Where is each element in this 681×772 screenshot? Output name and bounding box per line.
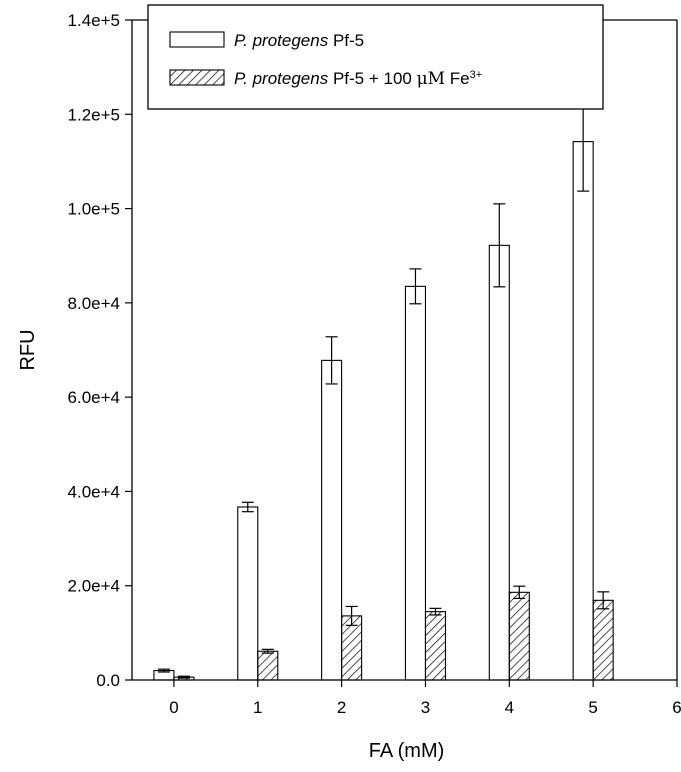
error-bars-layer	[157, 91, 610, 679]
error-bar-series2-fa-1	[261, 648, 274, 654]
legend-label: P. protegens Pf-5 + 100 μM Fe3+	[234, 69, 482, 89]
bar-series2-fa-5	[592, 599, 614, 681]
error-bar-series1-fa-0	[157, 668, 170, 673]
bar-series2-fa-3	[424, 611, 447, 681]
y-tick-label: 0.0	[96, 671, 120, 690]
y-tick-label: 1.4e+5	[68, 11, 120, 30]
y-tick-label: 6.0e+4	[68, 388, 120, 407]
bar-series1-fa-5	[572, 141, 594, 681]
y-tick-label: 2.0e+4	[68, 577, 120, 596]
legend-label: P. protegens Pf-5	[234, 31, 364, 50]
x-tick-label: 4	[505, 698, 514, 717]
axes-layer	[125, 19, 678, 687]
x-tick-label: 5	[588, 698, 597, 717]
x-tick-label: 3	[421, 698, 430, 717]
legend-item-series1: P. protegens Pf-5	[169, 31, 364, 50]
bar-series2-fa-4	[508, 591, 530, 681]
y-axis-title: RFU	[17, 329, 39, 370]
error-bar-series1-fa-4	[493, 203, 506, 288]
legend-item-series2: P. protegens Pf-5 + 100 μM Fe3+	[169, 69, 482, 89]
x-tick-label: 6	[672, 698, 681, 717]
bar-series1-fa-3	[404, 285, 427, 681]
x-tick-label: 2	[337, 698, 346, 717]
legend: P. protegens Pf-5 P. protegens Pf-5 + 100…	[147, 4, 604, 110]
y-tick-label: 4.0e+4	[68, 482, 120, 501]
error-bar-series1-fa-2	[325, 336, 338, 385]
y-tick-label: 1.0e+5	[68, 200, 120, 219]
legend-swatch	[169, 69, 225, 86]
error-bar-series2-fa-4	[513, 585, 526, 600]
x-tick-label: 1	[253, 698, 262, 717]
x-axis-title: FA (mM)	[369, 740, 445, 762]
error-bar-series2-fa-5	[597, 591, 610, 610]
legend-swatch	[169, 31, 225, 48]
legend-box	[147, 4, 604, 110]
bar-series1-fa-1	[237, 506, 259, 681]
error-bar-series1-fa-3	[409, 268, 422, 305]
y-tick-label: 1.2e+5	[68, 105, 120, 124]
error-bar-series2-fa-0	[177, 675, 190, 679]
bar-series2-fa-1	[257, 650, 279, 681]
error-bar-series2-fa-3	[429, 607, 442, 616]
bars-layer	[153, 141, 614, 681]
bar-series1-fa-2	[321, 359, 343, 681]
error-bar-series1-fa-1	[241, 501, 254, 513]
bar-series1-fa-4	[488, 244, 510, 681]
y-tick-label: 8.0e+4	[68, 294, 120, 313]
x-tick-label: 0	[169, 698, 178, 717]
error-bar-series2-fa-2	[345, 605, 358, 626]
tick-labels-layer: 0.0 2.0e+4 4.0e+4 6.0e+4 8.0e+4 1.0e+5 1.2e+5 1…	[68, 11, 681, 717]
